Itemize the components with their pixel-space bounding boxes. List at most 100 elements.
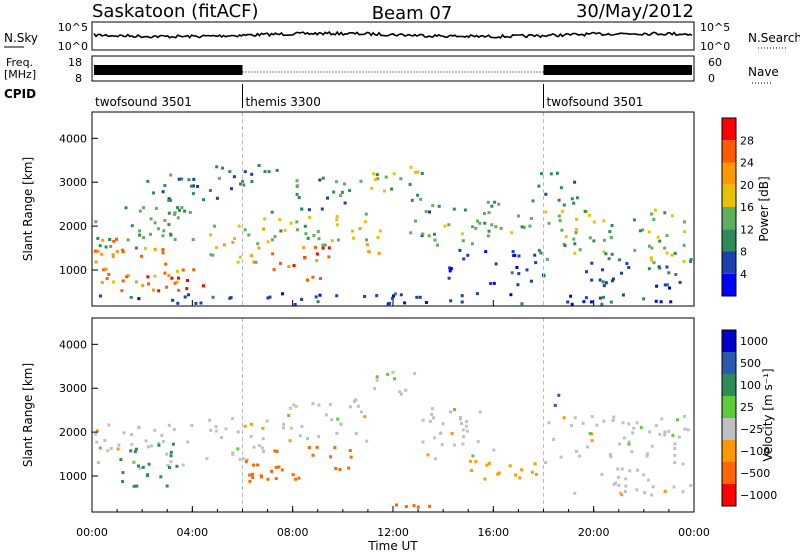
y-tick-label: 4000 (59, 338, 87, 351)
heatmap-cell (165, 285, 169, 289)
heatmap-cell (598, 278, 602, 282)
heatmap-cell (373, 387, 377, 391)
heatmap-cell (659, 300, 663, 304)
heatmap-cell (187, 293, 190, 297)
heatmap-cell (132, 460, 136, 464)
heatmap-cell (130, 443, 134, 446)
heatmap-cell (676, 418, 679, 422)
heatmap-cell (306, 278, 309, 282)
heatmap-cell (137, 464, 140, 468)
heatmap-cell (365, 439, 369, 443)
heatmap-cell (430, 407, 434, 411)
heatmap-cell (313, 245, 317, 249)
noise-right-tick-top: 10^5 (700, 21, 730, 34)
heatmap-cell (243, 170, 247, 174)
heatmap-cell (482, 212, 486, 215)
heatmap-cell (588, 236, 592, 240)
velocity-colorbar-tick: −25 (740, 423, 763, 436)
heatmap-cell (165, 452, 169, 456)
heatmap-cell (121, 248, 125, 252)
power-colorbar-swatch (722, 207, 736, 230)
heatmap-cell (191, 238, 195, 242)
heatmap-cell (598, 296, 602, 300)
heatmap-cell (420, 234, 424, 238)
heatmap-cell (654, 299, 658, 303)
heatmap-cell (452, 207, 456, 211)
heatmap-cell (474, 226, 478, 230)
heatmap-cell (409, 231, 413, 235)
noise-left-tick-bottom: 10^0 (58, 40, 88, 53)
heatmap-cell (650, 246, 654, 250)
noise-trace (93, 30, 693, 39)
heatmap-cell (420, 172, 424, 175)
heatmap-cell (649, 256, 653, 260)
heatmap-cell (670, 253, 674, 257)
heatmap-cell (421, 418, 425, 422)
heatmap-cell (529, 279, 533, 283)
heatmap-cell (375, 173, 379, 177)
heatmap-cell (616, 467, 620, 471)
heatmap-cell (600, 302, 604, 306)
heatmap-cell (632, 426, 636, 430)
heatmap-cell (327, 255, 331, 259)
heatmap-cell (251, 476, 255, 480)
heatmap-cell (428, 504, 432, 508)
heatmap-cell (633, 248, 637, 252)
heatmap-cell (134, 280, 138, 284)
heatmap-cell (367, 250, 371, 254)
heatmap-cell (167, 211, 171, 215)
heatmap-cell (529, 217, 533, 220)
heatmap-cell (559, 455, 563, 459)
heatmap-cell (476, 219, 479, 223)
heatmap-cell (340, 190, 344, 194)
heatmap-cell (552, 437, 556, 441)
heatmap-cell (650, 493, 653, 497)
heatmap-cell (249, 435, 253, 438)
heatmap-cell (333, 446, 337, 450)
power-colorbar-swatch (722, 251, 736, 274)
heatmap-cell (354, 432, 358, 435)
heatmap-cell (399, 293, 403, 297)
x-tick-label: 08:00 (277, 526, 309, 539)
y-tick-label: 2000 (59, 220, 87, 233)
x-tick-label: 12:00 (377, 526, 409, 539)
heatmap-cell (487, 229, 491, 233)
heatmap-cell (363, 415, 367, 419)
heatmap-cell (95, 440, 99, 444)
heatmap-cell (300, 297, 304, 301)
heatmap-cell (107, 423, 111, 427)
heatmap-cell (612, 277, 615, 281)
heatmap-cell (98, 244, 102, 248)
heatmap-cell (287, 414, 291, 417)
heatmap-cell (564, 235, 568, 239)
heatmap-cell (317, 237, 321, 241)
heatmap-cell (471, 225, 475, 229)
noise-right-label: N.Search (748, 31, 800, 45)
heatmap-cell (683, 230, 687, 234)
power-colorbar-swatch (722, 140, 736, 163)
heatmap-cell (274, 477, 278, 481)
heatmap-cell (166, 463, 170, 467)
heatmap-cell (175, 206, 179, 210)
heatmap-cell (509, 293, 513, 297)
heatmap-cell (157, 441, 161, 445)
heatmap-cell (332, 190, 336, 194)
heatmap-cell (257, 164, 261, 167)
heatmap-cell (358, 227, 362, 231)
heatmap-cell (436, 243, 439, 247)
heatmap-cell (335, 218, 339, 222)
heatmap-cell (192, 177, 196, 181)
heatmap-cell (518, 476, 522, 480)
velocity-colorbar-swatch (722, 440, 736, 462)
heatmap-cell (111, 280, 115, 284)
heatmap-cell (112, 239, 116, 243)
heatmap-cell (573, 242, 577, 246)
heatmap-cell (510, 231, 514, 235)
heatmap-cell (307, 208, 311, 212)
power-colorbar-tick: 28 (740, 134, 754, 147)
heatmap-cell (187, 178, 191, 182)
heatmap-cell (104, 267, 108, 271)
frequency-bar-segment (94, 65, 243, 75)
freq-left-tick-top: 18 (68, 56, 82, 69)
heatmap-cell (263, 217, 267, 221)
